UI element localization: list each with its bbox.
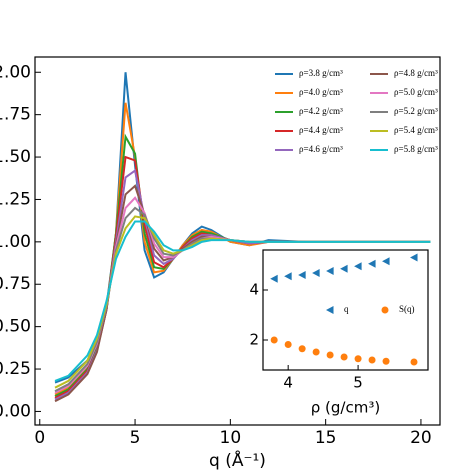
data-point [326,267,334,275]
legend-marker [326,306,334,314]
y-tick-label: 4 [249,281,259,299]
data-point [410,253,418,262]
x-tick-label: 5 [353,374,363,392]
frame [262,249,429,371]
x-tick-label: 20 [410,428,432,448]
x-tick-label: 10 [220,428,242,448]
data-point [298,271,306,279]
legend-label: ρ=5.8 g/cm³ [394,144,438,154]
data-line [54,220,431,382]
data-point [298,345,306,353]
x-tick-label: 4 [283,374,293,392]
data-point [368,259,376,268]
legend-label: ρ=4.8 g/cm³ [394,68,438,78]
y-tick-label: 0.50 [0,317,31,337]
data-point [270,336,278,344]
y-tick-label: 2 [249,331,259,349]
legend-label: ρ=4.2 g/cm³ [299,106,343,116]
y-tick-label: 1.50 [0,147,31,167]
data-point [382,357,390,365]
x-tick-label: 0 [34,428,45,448]
data-point [270,274,278,283]
legend-label: ρ=4.4 g/cm³ [299,125,343,135]
plot-area [270,253,418,366]
y-tick-label: 2.00 [0,62,31,82]
frame [34,56,441,426]
data-point [284,272,292,281]
data-point [410,358,418,366]
legend-label: ρ=5.4 g/cm³ [394,125,438,135]
legend-label: ρ=5.2 g/cm³ [394,106,438,116]
plot-area [54,72,431,403]
data-point [326,351,334,359]
legend-label: ρ=5.0 g/cm³ [394,87,438,97]
data-point [354,355,362,363]
data-point [340,353,348,361]
y-tick-label: 1.25 [0,189,31,209]
data-point [382,257,390,266]
legend-label: S(q) [399,304,415,314]
legend-marker [381,306,389,314]
y-tick-label: 0.00 [0,401,31,421]
y-tick-label: 1.75 [0,105,31,125]
x-axis-label: ρ (g/cm³) [311,399,380,417]
legend-label: q [344,304,349,314]
x-tick-label: 5 [130,428,141,448]
y-tick-label: 1.00 [0,232,31,252]
data-point [312,269,320,277]
data-point [354,262,362,271]
legend-label: ρ=4.0 g/cm³ [299,87,343,97]
legend-label: ρ=3.8 g/cm³ [299,68,343,78]
y-tick-label: 0.25 [0,359,31,379]
data-point [284,341,292,348]
data-point [368,356,376,364]
legend-label: ρ=4.6 g/cm³ [299,144,343,154]
data-point [312,348,320,356]
x-tick-label: 15 [315,428,337,448]
data-point [340,264,348,273]
x-axis-label: q (Å⁻¹) [209,449,266,471]
y-tick-label: 0.75 [0,274,31,294]
